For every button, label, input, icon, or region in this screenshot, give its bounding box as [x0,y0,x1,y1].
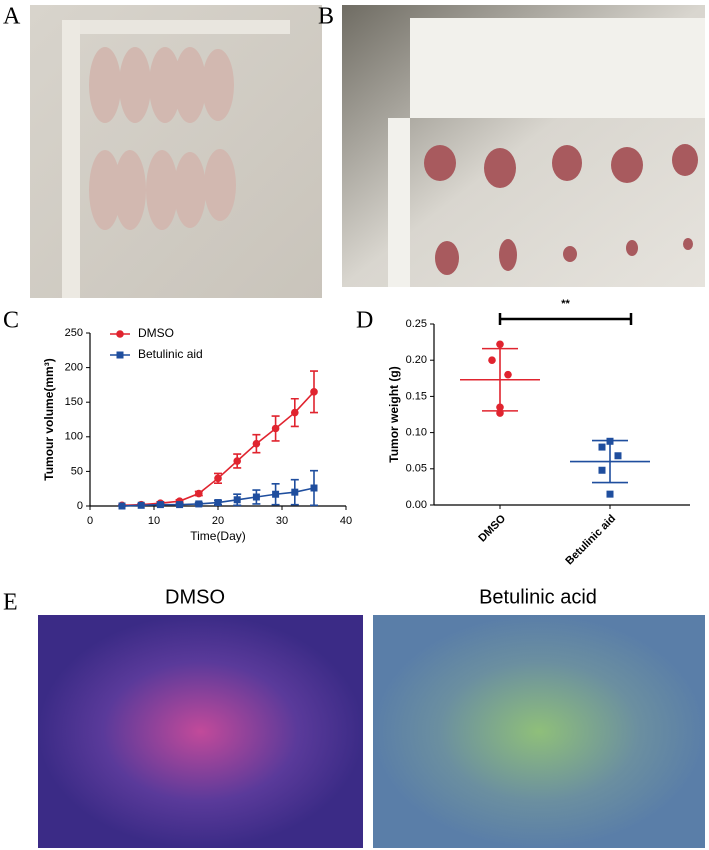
significance-label: ** [561,298,570,310]
series-line [121,391,315,507]
marker [176,501,184,509]
marker [271,424,280,433]
marker [598,466,606,474]
marker [252,439,261,448]
marker [272,490,280,498]
y-tick-label: 250 [65,327,83,339]
legend-marker [116,330,124,338]
panel-label: E [3,590,18,616]
marker [233,496,241,504]
marker [606,490,614,498]
marker [496,340,504,349]
marker [118,502,126,510]
histology-dmso [38,615,363,848]
y-tick-label: 0.00 [406,499,427,511]
legend-label: DMSO [138,326,174,340]
panel-label: B [318,4,334,30]
y-tick-label: 100 [65,431,83,443]
marker [233,457,241,465]
marker [137,501,145,509]
y-tick-label: 200 [65,362,83,374]
x-tick-label: 10 [148,515,160,527]
y-tick-label: 0.20 [406,354,427,366]
marker [252,493,260,501]
histology-betulinic [373,615,705,848]
x-tick-label: 40 [340,515,352,527]
y-axis-label: Tumor weight (g) [387,366,401,462]
photo-mice [30,5,322,298]
y-tick-label: 0.25 [406,318,427,330]
marker [310,484,318,492]
y-tick-label: 0.10 [406,427,427,439]
marker [291,408,299,417]
marker [195,500,203,508]
x-tick-label: 0 [87,515,93,527]
marker [291,488,299,496]
x-tick-label: 30 [276,515,288,527]
x-axis-label: Time(Day) [190,529,246,543]
legend-marker [116,351,124,359]
marker [310,388,318,396]
marker [496,403,504,412]
y-tick-label: 0.05 [406,463,427,475]
marker [214,499,222,507]
legend-label: Betulinic aid [138,347,203,361]
histology-title: Betulinic acid [479,586,597,608]
significance-bracket [498,313,633,325]
panel-label: A [3,4,21,30]
panel-label: C [3,308,19,334]
y-tick-label: 50 [71,465,83,477]
photo-tumors [342,5,705,287]
histology-title: DMSO [165,586,225,608]
marker [214,474,222,483]
x-tick-label: DMSO [476,512,508,544]
y-axis-label: Tumour volume(mm³) [42,358,56,480]
marker [496,409,504,417]
panel-label: D [356,308,373,334]
marker [606,437,614,445]
x-tick-label: 20 [212,515,224,527]
y-tick-label: 150 [65,396,83,408]
x-tick-label: Betulinic aid [563,513,618,568]
y-tick-label: 0.15 [406,390,427,402]
y-tick-label: 0 [77,500,83,512]
marker [195,489,203,498]
marker [598,443,606,451]
marker [614,452,622,460]
marker [156,501,164,509]
marker [488,356,496,365]
marker [504,370,512,379]
